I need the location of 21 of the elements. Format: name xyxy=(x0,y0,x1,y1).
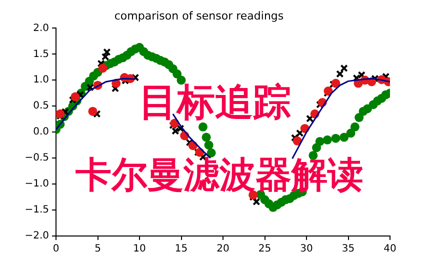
chart-title: comparison of sensor readings xyxy=(114,9,284,22)
y-tick-label: −0.5 xyxy=(24,152,49,164)
x-tick-label: 10 xyxy=(133,244,146,255)
annotation: 卡尔曼滤波器解读 xyxy=(76,155,364,196)
y-tick-label: 0.5 xyxy=(33,100,49,112)
x-tick-label: 25 xyxy=(258,244,272,255)
x-tick-label: 15 xyxy=(174,244,188,255)
y-tick-label: −1.5 xyxy=(24,204,49,216)
annotation: 目标追踪 xyxy=(138,80,291,124)
x-tick-label: 5 xyxy=(94,244,101,255)
y-tick-label: 1.0 xyxy=(33,74,49,86)
x-tick-label: 0 xyxy=(52,244,60,255)
x-tick-label: 30 xyxy=(300,244,313,255)
x-tick-label: 40 xyxy=(384,244,396,255)
y-tick-label: 2.0 xyxy=(33,22,49,34)
y-tick-label: −2.0 xyxy=(24,230,49,242)
y-tick-label: 0.0 xyxy=(33,126,49,138)
x-tick-label: 35 xyxy=(342,244,355,255)
y-tick-label: −1.0 xyxy=(24,178,49,190)
x-tick-label: 20 xyxy=(216,244,230,255)
y-tick-label: 1.5 xyxy=(33,48,49,60)
